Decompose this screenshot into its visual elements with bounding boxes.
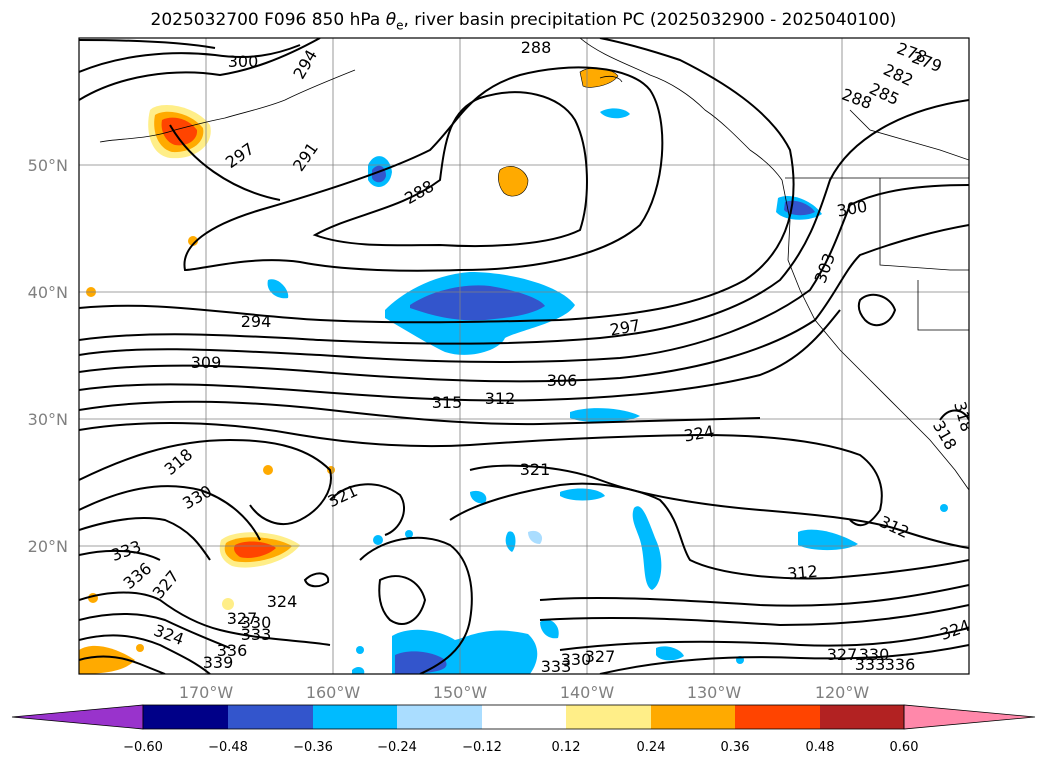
- colorbar: −0.60 −0.48 −0.36 −0.24 −0.12 0.12 0.24 …: [11, 704, 1036, 755]
- contour-label: 333: [241, 625, 272, 644]
- colorbar-segment: [482, 705, 566, 729]
- contour-label: 312: [876, 512, 912, 542]
- colorbar-tick-label: −0.48: [208, 740, 248, 755]
- lat-label: 50°N: [28, 156, 68, 175]
- contour-label: 306: [547, 371, 578, 390]
- map-title: 2025032700 F096 850 hPa θe, river basin …: [150, 10, 897, 33]
- colorbar-tick-label: 0.36: [721, 740, 750, 755]
- colorbar-segment: [143, 705, 228, 729]
- contour-label: 330: [561, 650, 592, 669]
- contour-label: 333: [109, 537, 144, 565]
- contour-label: 303: [811, 251, 839, 286]
- contour-label: 339: [203, 653, 234, 672]
- latitude-labels: 50°N 40°N 30°N 20°N: [28, 156, 68, 556]
- colorbar-segment: [397, 705, 482, 729]
- contour-label: 300: [228, 52, 259, 71]
- colorbar-segment: [566, 705, 651, 729]
- colorbar-tick-label: 0.60: [890, 740, 919, 755]
- contour-label: 312: [786, 562, 818, 584]
- colorbar-tick-label: 0.12: [552, 740, 581, 755]
- lon-label: 120°W: [815, 683, 870, 702]
- contour-label: 336: [885, 655, 916, 674]
- contour-label: 330: [241, 613, 272, 632]
- lon-label: 150°W: [433, 683, 488, 702]
- colorbar-segment: [820, 705, 904, 729]
- map-frame: [78, 37, 970, 675]
- contour-label: 309: [191, 353, 222, 372]
- gridlines: [79, 38, 969, 674]
- contour-label: 321: [520, 460, 551, 479]
- longitude-labels: 170°W 160°W 150°W 140°W 130°W 120°W: [179, 683, 870, 702]
- contour-label: 297: [222, 139, 258, 172]
- contour-label: 297: [608, 316, 641, 340]
- contour-label: 324: [267, 592, 298, 611]
- lon-label: 130°W: [687, 683, 742, 702]
- colorbar-tick-label: −0.36: [293, 740, 333, 755]
- contour-label: 315: [432, 393, 463, 412]
- contour-label: 333: [541, 657, 572, 676]
- lon-label: 170°W: [179, 683, 234, 702]
- colorbar-extend-low: [11, 704, 144, 730]
- contour-label: 288: [401, 176, 437, 208]
- colorbar-segment: [228, 705, 313, 729]
- lat-label: 20°N: [28, 537, 68, 556]
- lon-label: 140°W: [560, 683, 615, 702]
- coastlines: [99, 38, 969, 491]
- contour-label: 327: [827, 645, 858, 664]
- colorbar-tick-label: −0.24: [377, 740, 417, 755]
- theta-e-contours: [79, 38, 969, 674]
- contour-label: 294: [241, 312, 272, 331]
- contour-label: 318: [950, 399, 976, 433]
- lat-label: 40°N: [28, 283, 68, 302]
- colorbar-tick-label: 0.48: [806, 740, 835, 755]
- colorbar-tick-label: 0.24: [637, 740, 666, 755]
- contour-labels: 300 294 288 278 279 282 285 288 297 291 …: [109, 38, 976, 676]
- contour-label: 330: [859, 645, 890, 664]
- contour-label: 300: [835, 197, 868, 221]
- contour-label: 327: [585, 647, 616, 666]
- contour-label: 336: [217, 641, 248, 660]
- contour-label: 291: [289, 139, 322, 175]
- colorbar-tick-label: −0.12: [462, 740, 502, 755]
- colorbar-tick-label: −0.60: [123, 740, 163, 755]
- lat-label: 30°N: [28, 410, 68, 429]
- contour-label: 333: [855, 655, 886, 674]
- contour-label: 324: [938, 616, 973, 644]
- contour-label: 327: [227, 609, 258, 628]
- contour-label: 324: [682, 422, 715, 446]
- lon-label: 160°W: [306, 683, 361, 702]
- colorbar-segment: [651, 705, 735, 729]
- colorbar-extend-high: [903, 704, 1036, 730]
- colorbar-segment: [313, 705, 397, 729]
- contour-label: 312: [485, 389, 516, 408]
- contour-label: 318: [161, 445, 197, 479]
- negative-precip-areas: [267, 108, 948, 674]
- colorbar-segment: [735, 705, 820, 729]
- contour-label: 288: [521, 38, 552, 57]
